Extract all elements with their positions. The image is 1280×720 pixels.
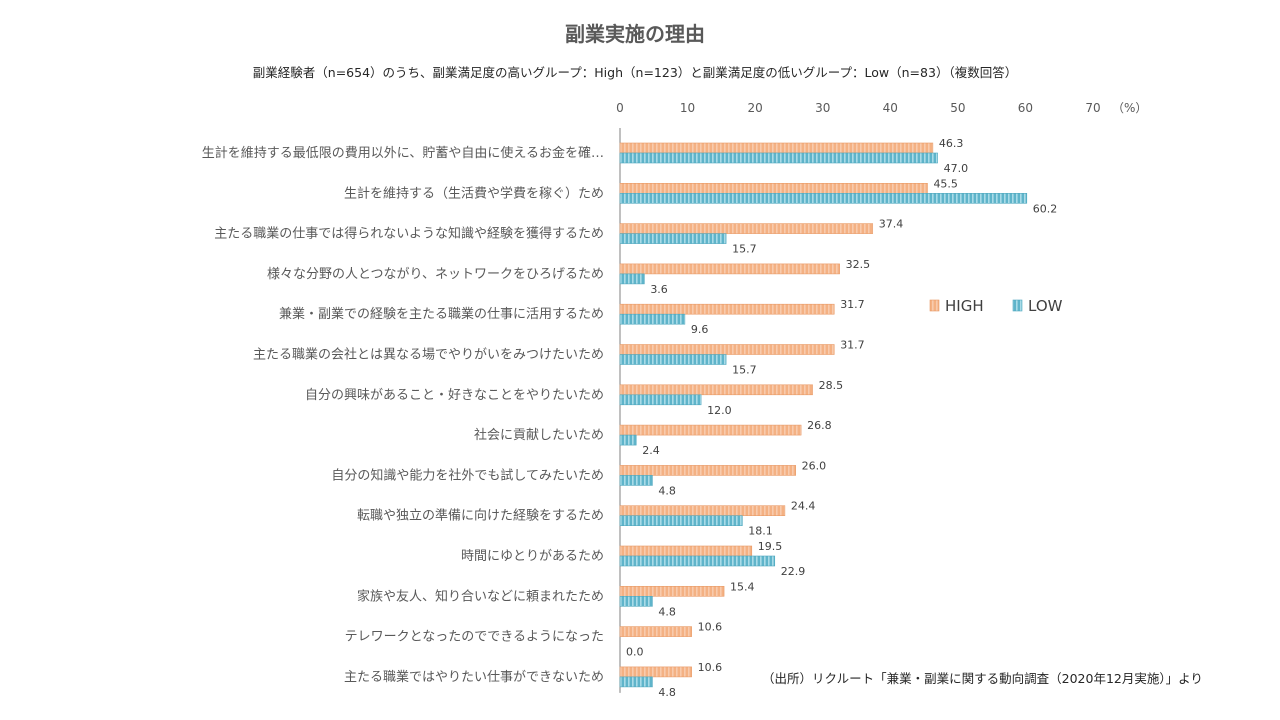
bar-high: [619, 303, 835, 315]
data-label-high: 19.5: [758, 540, 783, 553]
category-label: 生計を維持する最低限の費用以外に、貯蓄や自由に使えるお金を確…: [202, 145, 604, 161]
legend-low-swatch: [1012, 299, 1023, 312]
bar-low: [619, 595, 653, 607]
bar-low: [619, 313, 686, 325]
chart-title: 副業実施の理由: [565, 22, 705, 46]
data-label-high: 26.8: [807, 419, 832, 432]
bar-low: [619, 515, 743, 527]
data-label-low: 4.8: [658, 605, 676, 618]
x-tick-label: 10: [680, 101, 695, 115]
bar-high: [619, 223, 874, 234]
x-tick-label: 40: [883, 101, 898, 115]
category-label: 社会に貢献したいため: [474, 427, 604, 443]
bar-low: [619, 193, 1028, 204]
bar-high: [619, 142, 934, 154]
data-label-high: 26.0: [802, 459, 827, 472]
category-label: 主たる職業の会社とは異なる場でやりがいをみつけたいため: [253, 347, 604, 363]
category-label: 家族や友人、知り合いなどに頼まれたため: [357, 588, 604, 604]
bar-high: [619, 424, 802, 436]
x-unit-label: （%）: [1112, 101, 1147, 115]
data-label-low: 4.8: [658, 484, 676, 497]
x-tick-label: 60: [1018, 101, 1033, 115]
data-label-high: 32.5: [846, 258, 871, 271]
bar-high: [619, 465, 796, 476]
category-label: 様々な分野の人とつながり、ネットワークをひろげるため: [267, 267, 604, 282]
bar-high: [619, 384, 813, 396]
data-label-high: 28.5: [819, 379, 844, 392]
bar-high: [619, 505, 786, 517]
legend-low-label: LOW: [1028, 297, 1063, 315]
bar-high: [619, 263, 840, 275]
data-label-high: 15.4: [730, 580, 755, 593]
bar-low: [619, 152, 938, 164]
bar-low: [619, 475, 653, 486]
x-tick-label: 70: [1085, 101, 1100, 115]
x-tick-label: 50: [950, 101, 965, 115]
legend-high-label: HIGH: [945, 297, 984, 315]
bar-high: [619, 545, 753, 557]
data-label-low: 0.0: [626, 646, 644, 659]
bar-low: [619, 434, 637, 446]
data-label-high: 10.6: [698, 661, 723, 674]
legend-high-swatch: [929, 299, 940, 312]
data-label-high: 37.4: [879, 218, 904, 231]
category-label: 転職や独立の準備に向けた経験をするため: [357, 508, 604, 524]
data-label-low: 60.2: [1033, 202, 1058, 215]
bar-high: [619, 183, 928, 194]
bar-low: [619, 555, 776, 567]
x-tick-label: 20: [748, 101, 763, 115]
data-label-low: 18.1: [748, 525, 773, 538]
data-label-low: 3.6: [650, 283, 668, 296]
bar-low: [619, 676, 653, 688]
source-note: （出所）リクルート「兼業・副業に関する動向調査（2020年12月実施）」より: [762, 671, 1203, 686]
category-label: テレワークとなったのでできるようになった: [345, 630, 604, 645]
data-label-low: 15.7: [732, 364, 757, 377]
category-label: 主たる職業の仕事では得られないような知識や経験を獲得するため: [214, 226, 604, 242]
data-label-low: 9.6: [691, 323, 709, 336]
data-label-low: 12.0: [707, 404, 732, 417]
bar-low: [619, 394, 702, 406]
x-tick-label: 0: [616, 101, 624, 115]
bar-high: [619, 585, 725, 597]
data-label-low: 47.0: [944, 162, 969, 175]
data-label-high: 46.3: [939, 137, 964, 150]
bar-low: [619, 273, 645, 285]
chart-subtitle: 副業経験者（n=654）のうち、副業満足度の高いグループ：High（n=123）…: [252, 65, 1018, 80]
data-label-low: 4.8: [658, 686, 676, 699]
bar-low: [619, 354, 727, 365]
data-label-low: 2.4: [642, 444, 660, 457]
data-label-high: 10.6: [698, 621, 723, 634]
x-tick-label: 30: [815, 101, 830, 115]
category-label: 自分の興味があること・好きなことをやりたいため: [305, 388, 604, 403]
category-label: 兼業・副業での経験を主たる職業の仕事に活用するため: [279, 306, 604, 322]
category-label: 生計を維持する（生活費や学費を稼ぐ）ため: [344, 185, 604, 201]
bar-high: [619, 626, 692, 637]
category-label: 主たる職業ではやりたい仕事ができないため: [344, 669, 604, 685]
category-label: 時間にゆとりがあるため: [461, 549, 604, 564]
bar-low: [619, 233, 727, 244]
data-label-high: 45.5: [933, 177, 958, 190]
data-label-high: 31.7: [840, 298, 865, 311]
data-label-low: 22.9: [781, 565, 806, 578]
category-label: 自分の知識や能力を社外でも試してみたいため: [331, 467, 604, 483]
bar-high: [619, 344, 835, 355]
data-label-high: 31.7: [840, 339, 865, 352]
data-label-low: 15.7: [732, 243, 757, 256]
bar-high: [619, 666, 692, 678]
data-label-high: 24.4: [791, 500, 816, 513]
